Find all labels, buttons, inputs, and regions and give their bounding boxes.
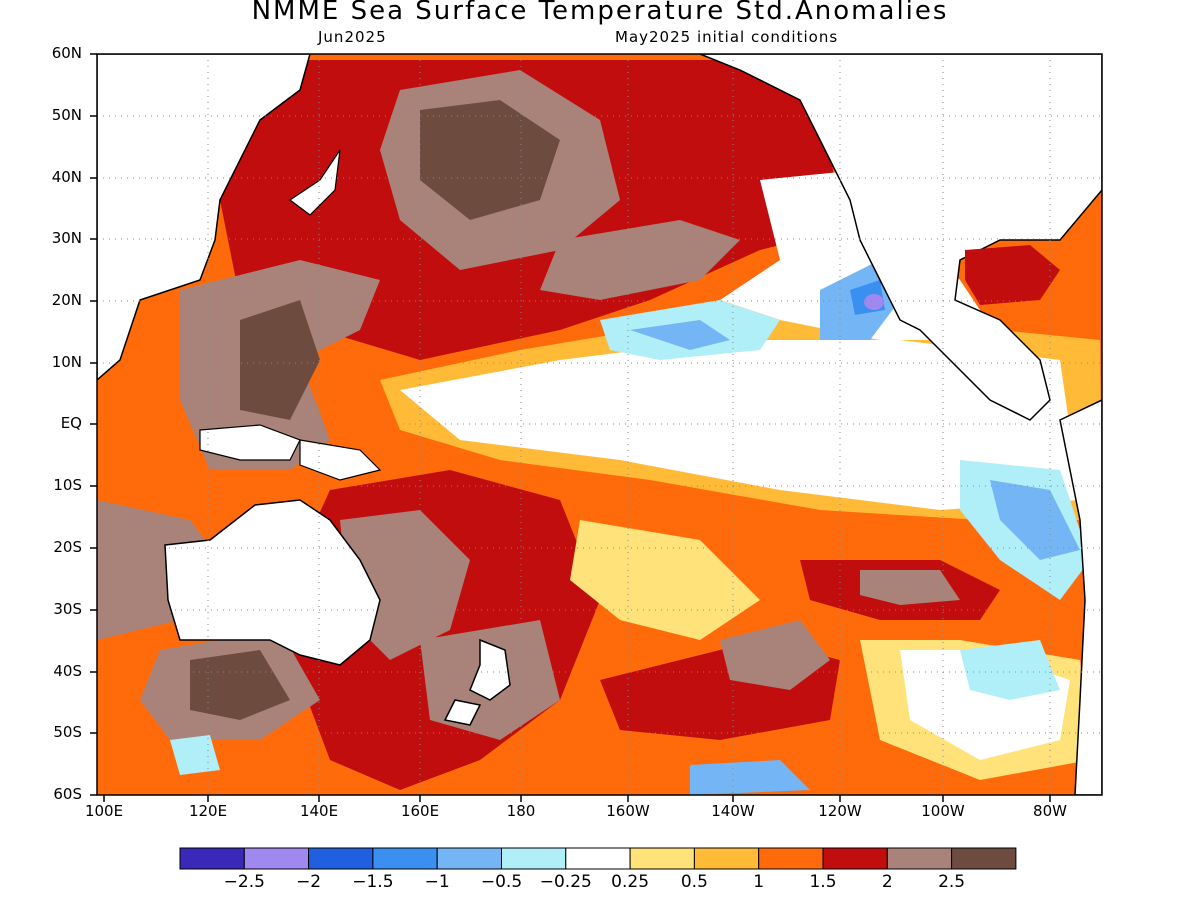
lat-label: 60N [51, 44, 82, 62]
colorbar-label: 2 [881, 872, 893, 892]
colorbar-swatch [629, 847, 695, 870]
lat-label: 40N [51, 168, 82, 186]
colorbar-label: 1.5 [809, 872, 837, 892]
lat-label: 20N [51, 291, 82, 309]
colorbar-label: −1.5 [352, 872, 394, 892]
lat-label: 50S [53, 723, 82, 741]
lon-label: 160W [606, 802, 650, 820]
forecast-month: Jun2025 [318, 28, 387, 46]
lon-label: 80W [1033, 802, 1067, 820]
lon-label: 140E [299, 802, 339, 820]
lat-label: 30N [51, 229, 82, 247]
colorbar-swatch [565, 847, 631, 870]
colorbar-label: −1 [424, 872, 450, 892]
colorbar-swatch [372, 847, 438, 870]
colorbar-swatch [758, 847, 824, 870]
lat-label: 40S [53, 662, 82, 680]
lat-label: 20S [53, 538, 82, 556]
initial-conditions: May2025 initial conditions [615, 28, 839, 46]
lon-label: 120W [818, 802, 862, 820]
colorbar-label: 1 [753, 872, 765, 892]
map-title: NMME Sea Surface Temperature Std.Anomali… [251, 0, 949, 26]
colorbar-swatch [693, 847, 760, 870]
lon-label: 160E [400, 802, 440, 820]
lat-label: 10N [51, 353, 82, 371]
lat-label: 60S [53, 785, 82, 803]
lon-label: 120E [188, 802, 228, 820]
colorbar-label: −0.25 [539, 872, 592, 892]
sst-anomaly-field [97, 54, 1102, 795]
colorbar-swatch [951, 847, 1017, 870]
lon-label: 140W [711, 802, 755, 820]
lon-label: 180 [506, 802, 536, 820]
colorbar-swatch [308, 847, 374, 870]
colorbar-swatch [179, 847, 245, 870]
lat-label: 10S [53, 476, 82, 494]
colorbar-label: −2 [296, 872, 322, 892]
colorbar-swatch [886, 847, 953, 870]
lat-label: 30S [53, 600, 82, 618]
lon-label: 100W [921, 802, 965, 820]
colorbar-label: 0.5 [680, 872, 708, 892]
colorbar-label: −2.5 [223, 872, 265, 892]
colorbar-swatch [822, 847, 888, 870]
colorbar-swatch [436, 847, 503, 870]
colorbar-label: 0.25 [611, 872, 650, 892]
colorbar-swatch [243, 847, 310, 870]
lat-label: EQ [60, 414, 82, 432]
lon-label: 100E [84, 802, 124, 820]
lat-label: 50N [51, 106, 82, 124]
colorbar-label: −0.5 [480, 872, 523, 892]
colorbar-label: 2.5 [938, 872, 966, 892]
colorbar-swatch [501, 847, 567, 870]
colorbar [179, 847, 1017, 870]
